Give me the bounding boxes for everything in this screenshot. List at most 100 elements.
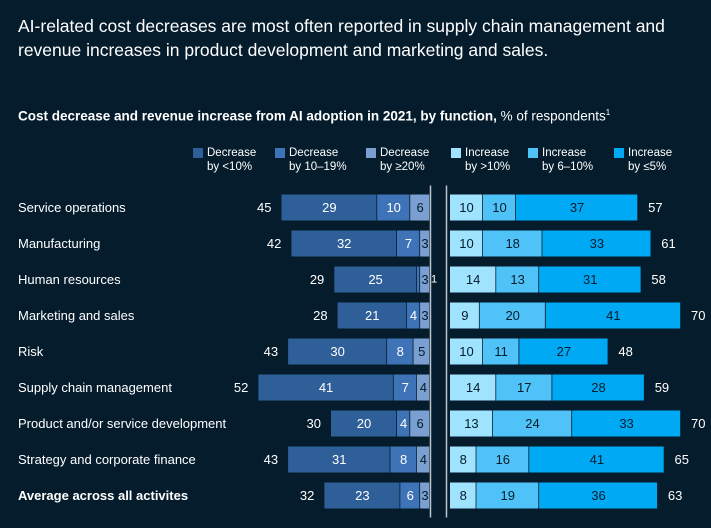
legend-label-line2: by ≥20% [380,161,425,173]
bar-value-label: 31 [583,272,597,287]
bar-decrease [410,410,430,437]
total-decrease-label: 42 [267,236,281,251]
bar-value-label: 41 [606,308,620,323]
bar-increase [519,338,608,365]
bar-value-label: 4 [400,416,407,431]
legend-label-line2: by >10% [465,161,511,173]
bar-value-label: 24 [525,416,539,431]
total-decrease-label: 43 [264,452,278,467]
category-label: Marketing and sales [18,308,135,323]
total-increase-label: 58 [651,272,665,287]
bar-decrease [406,302,420,329]
bar-value-label: 30 [330,344,344,359]
bar-value-label: 14 [466,380,480,395]
bar-increase [450,482,476,509]
total-increase-label: 59 [655,380,669,395]
total-increase-label: 57 [648,200,662,215]
bar-value-label: 10 [386,200,400,215]
bar-value-label: 3 [421,236,428,251]
bar-value-label: 41 [590,452,604,467]
bar-decrease [281,194,377,221]
legend-swatch [614,148,624,158]
bar-increase [479,302,545,329]
bar-value-label: 16 [496,452,510,467]
bar-value-label: 4 [420,452,427,467]
bar-value-label: 14 [466,272,480,287]
bar-increase [450,230,483,257]
bar-value-label: 8 [400,452,407,467]
bar-increase [450,410,493,437]
bar-decrease [258,374,393,401]
bar-value-label: 8 [397,344,404,359]
bar-decrease [291,230,397,257]
legend-label-line1: Increase [628,147,673,159]
legend-label-line2: by <10% [207,161,253,173]
category-label: Product and/or service development [18,416,227,431]
bar-decrease [288,446,390,473]
bar-value-label: 20 [505,308,519,323]
bar-increase [476,482,539,509]
total-increase-label: 63 [668,488,682,503]
bar-value-label: 10 [459,200,473,215]
bar-decrease [324,482,400,509]
bar-increase [529,446,664,473]
bar-value-label: 29 [322,200,336,215]
bar-value-label: 10 [459,236,473,251]
bar-value-label: 8 [460,452,467,467]
bar-increase [483,230,542,257]
subtitle-unit: % of respondents [496,108,606,124]
bar-decrease [420,230,430,257]
bar-decrease [377,194,410,221]
bar-value-label: 23 [355,488,369,503]
bar-decrease [397,410,410,437]
bar-value-label: 32 [337,236,351,251]
total-decrease-label: 52 [234,380,248,395]
subtitle-bold: Cost decrease and revenue increase from … [18,108,497,124]
bar-increase [496,266,539,293]
bar-decrease [397,230,420,257]
bar-increase [542,230,651,257]
bar-value-label: 7 [402,380,409,395]
total-increase-label: 70 [691,416,705,431]
bar-value-label: 25 [368,272,382,287]
bar-decrease [420,302,430,329]
bar-increase [572,410,681,437]
bar-increase [516,194,638,221]
bar-value-label: 28 [591,380,605,395]
legend-label-line2: by ≤5% [628,161,667,173]
bar-decrease [410,194,430,221]
bar-increase [492,410,572,437]
legend-swatch [528,148,538,158]
bar-value-label: 31 [332,452,346,467]
bar-value-label: 3 [421,488,428,503]
bar-value-label: 6 [416,200,423,215]
bar-decrease [337,302,407,329]
bar-value-label: 1 [431,274,437,286]
bar-increase [483,194,516,221]
bar-value-label: 4 [410,308,417,323]
bar-increase [450,302,479,329]
bar-value-label: 3 [421,272,428,287]
bar-value-label: 27 [557,344,571,359]
footnote-marker: 1 [605,108,611,117]
bar-value-label: 7 [405,236,412,251]
category-label: Strategy and corporate finance [18,452,196,467]
bar-increase [450,266,496,293]
bar-increase [450,446,476,473]
bar-value-label: 20 [357,416,371,431]
bar-decrease [331,410,397,437]
bar-value-label: 10 [459,344,473,359]
category-label: Manufacturing [18,236,100,251]
bar-value-label: 36 [591,488,605,503]
bar-decrease [416,446,430,473]
total-decrease-label: 30 [307,416,321,431]
bar-increase [545,302,681,329]
legend-label-line1: Decrease [289,147,339,159]
bar-decrease [416,266,420,293]
total-decrease-label: 29 [310,272,324,287]
bar-value-label: 6 [407,488,414,503]
total-decrease-label: 45 [257,200,271,215]
legend-label-line1: Increase [465,147,510,159]
bar-decrease [420,482,430,509]
total-increase-label: 48 [618,344,632,359]
